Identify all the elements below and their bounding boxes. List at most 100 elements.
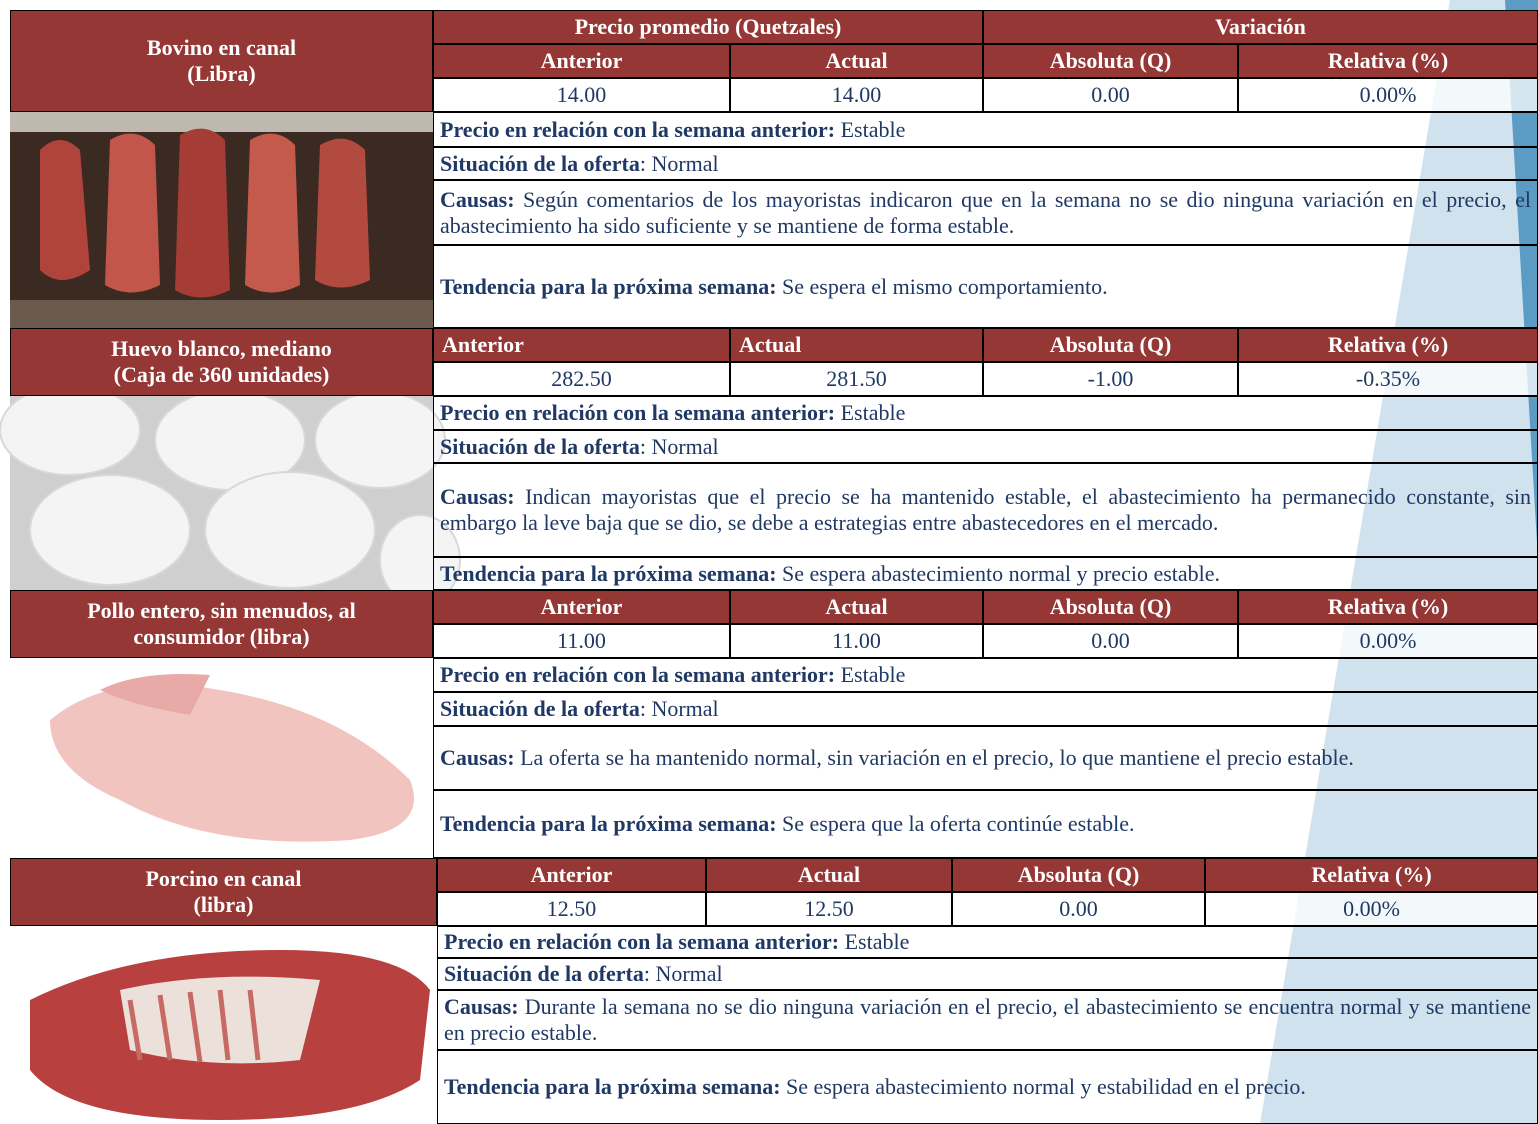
product-name-line: Huevo blanco, mediano — [111, 336, 332, 361]
trend-text: Tendencia para la próxima semana: Se esp… — [440, 274, 1531, 300]
column-header: Anterior — [437, 858, 706, 892]
trend-text: Tendencia para la próxima semana: Se esp… — [440, 561, 1531, 587]
price-relation-text: Precio en relación con la semana anterio… — [440, 662, 1531, 688]
price-value: 11.00 — [730, 624, 983, 658]
price-relation-value: Estable — [840, 116, 906, 142]
price-value: 281.50 — [730, 362, 983, 396]
causes-value: Según comentarios de los mayoristas indi… — [440, 186, 1532, 238]
causes-row: Causas: La oferta se ha mantenido normal… — [433, 726, 1538, 790]
causes-text: Causas: Durante la semana no se dio ning… — [444, 994, 1531, 1046]
causes-label: Causas: — [444, 994, 519, 1019]
column-header: Actual — [730, 328, 983, 362]
trend-label: Tendencia para la próxima semana: — [440, 811, 777, 836]
price-relation-text: Precio en relación con la semana anterio… — [444, 929, 1531, 955]
price-relation-row: Precio en relación con la semana anterio… — [433, 112, 1538, 147]
price-relation-label: Precio en relación con la semana anterio… — [444, 929, 840, 954]
supply-value: : Normal — [639, 433, 719, 459]
supply-row: Situación de la oferta: Normal — [437, 958, 1538, 990]
price-value: 0.00% — [1238, 78, 1538, 112]
product-name: Porcino en canal (libra) — [10, 858, 437, 926]
image-frame — [10, 112, 433, 328]
causes-row: Causas: Durante la semana no se dio ning… — [437, 990, 1538, 1050]
price-relation-row: Precio en relación con la semana anterio… — [437, 926, 1538, 958]
supply-text: Situación de la oferta: Normal — [440, 434, 1531, 460]
product-name: Huevo blanco, mediano (Caja de 360 unidad… — [10, 328, 433, 396]
supply-label: Situación de la oferta — [444, 961, 644, 986]
supply-label: Situación de la oferta — [440, 433, 640, 459]
product-name: Pollo entero, sin menudos, al consumidor … — [10, 590, 433, 658]
causes-label: Causas: — [440, 745, 515, 770]
price-value: 0.00% — [1205, 892, 1538, 926]
price-title: Precio promedio (Quetzales) — [433, 10, 983, 44]
column-header: Absoluta (Q) — [983, 328, 1238, 362]
decor-band — [1260, 0, 1538, 1124]
column-header: Actual — [706, 858, 952, 892]
column-header: Relativa (%) — [1205, 858, 1538, 892]
price-relation-label: Precio en relación con la semana anterio… — [440, 116, 836, 142]
column-header: Absoluta (Q) — [952, 858, 1205, 892]
product-name-line: (libra) — [193, 892, 254, 917]
trend-row: Tendencia para la próxima semana: Se esp… — [433, 557, 1538, 590]
price-value: -1.00 — [983, 362, 1238, 396]
price-relation-value: Estable — [844, 929, 910, 954]
causes-value: Durante la semana no se dio ninguna vari… — [444, 994, 1531, 1045]
column-header: Anterior — [433, 590, 730, 624]
supply-label: Situación de la oferta — [440, 696, 640, 721]
product-name-line: Porcino en canal — [145, 866, 302, 891]
supply-value: : Normal — [639, 150, 719, 176]
price-relation-row: Precio en relación con la semana anterio… — [433, 658, 1538, 692]
trend-value: Se espera el mismo comportamiento. — [782, 273, 1108, 299]
price-relation-value: Estable — [840, 662, 906, 687]
causes-row: Causas: Indican mayoristas que el precio… — [433, 463, 1538, 557]
column-header: Actual — [730, 44, 983, 78]
price-value: 0.00% — [1238, 624, 1538, 658]
image-chicken — [50, 674, 414, 842]
supply-value: : Normal — [639, 696, 719, 721]
supply-row: Situación de la oferta: Normal — [433, 147, 1538, 180]
trend-row: Tendencia para la próxima semana: Se esp… — [437, 1050, 1538, 1124]
price-value: 0.00 — [952, 892, 1205, 926]
supply-label: Situación de la oferta — [440, 150, 640, 176]
causes-value: La oferta se ha mantenido normal, sin va… — [520, 745, 1354, 770]
price-value: 282.50 — [433, 362, 730, 396]
product-name-line: consumidor (libra) — [133, 624, 310, 649]
image-beef — [10, 112, 433, 328]
trend-value: Se espera abastecimiento normal y precio… — [782, 560, 1221, 586]
causes-row: Causas: Según comentarios de los mayoris… — [433, 180, 1538, 245]
price-relation-label: Precio en relación con la semana anterio… — [440, 662, 836, 687]
product-name-line: Pollo entero, sin menudos, al — [87, 598, 356, 623]
supply-value: : Normal — [643, 961, 723, 986]
supply-text: Situación de la oferta: Normal — [440, 696, 1531, 722]
price-relation-text: Precio en relación con la semana anterio… — [440, 400, 1531, 426]
trend-text: Tendencia para la próxima semana: Se esp… — [444, 1074, 1531, 1100]
trend-row: Tendencia para la próxima semana: Se esp… — [433, 790, 1538, 858]
image-frame — [10, 396, 433, 590]
supply-text: Situación de la oferta: Normal — [444, 961, 1531, 987]
causes-text: Causas: La oferta se ha mantenido normal… — [440, 745, 1531, 771]
trend-row: Tendencia para la próxima semana: Se esp… — [433, 245, 1538, 328]
column-header: Anterior — [433, 328, 730, 362]
supply-row: Situación de la oferta: Normal — [433, 692, 1538, 726]
image-frame — [10, 658, 433, 858]
product-name-line: (Caja de 360 unidades) — [113, 362, 330, 387]
causes-value: Indican mayoristas que el precio se ha m… — [440, 484, 1532, 535]
price-value: 0.00 — [983, 78, 1238, 112]
product-name-line: Bovino en canal — [146, 35, 297, 60]
product-name-line: (Libra) — [187, 61, 256, 86]
trend-label: Tendencia para la próxima semana: — [440, 560, 777, 586]
price-value: 11.00 — [433, 624, 730, 658]
trend-value: Se espera abastecimiento normal y estabi… — [786, 1074, 1306, 1099]
causes-text: Causas: Según comentarios de los mayoris… — [440, 187, 1531, 239]
price-relation-label: Precio en relación con la semana anterio… — [440, 400, 836, 425]
price-value: 12.50 — [437, 892, 706, 926]
trend-text: Tendencia para la próxima semana: Se esp… — [440, 811, 1531, 837]
price-value: 14.00 — [433, 78, 730, 112]
price-value: 12.50 — [706, 892, 952, 926]
product-name: Bovino en canal (Libra) — [10, 10, 433, 112]
causes-text: Causas: Indican mayoristas que el precio… — [440, 484, 1531, 536]
column-header: Relativa (%) — [1238, 44, 1538, 78]
supply-row: Situación de la oferta: Normal — [433, 430, 1538, 463]
image-pork — [30, 950, 430, 1120]
